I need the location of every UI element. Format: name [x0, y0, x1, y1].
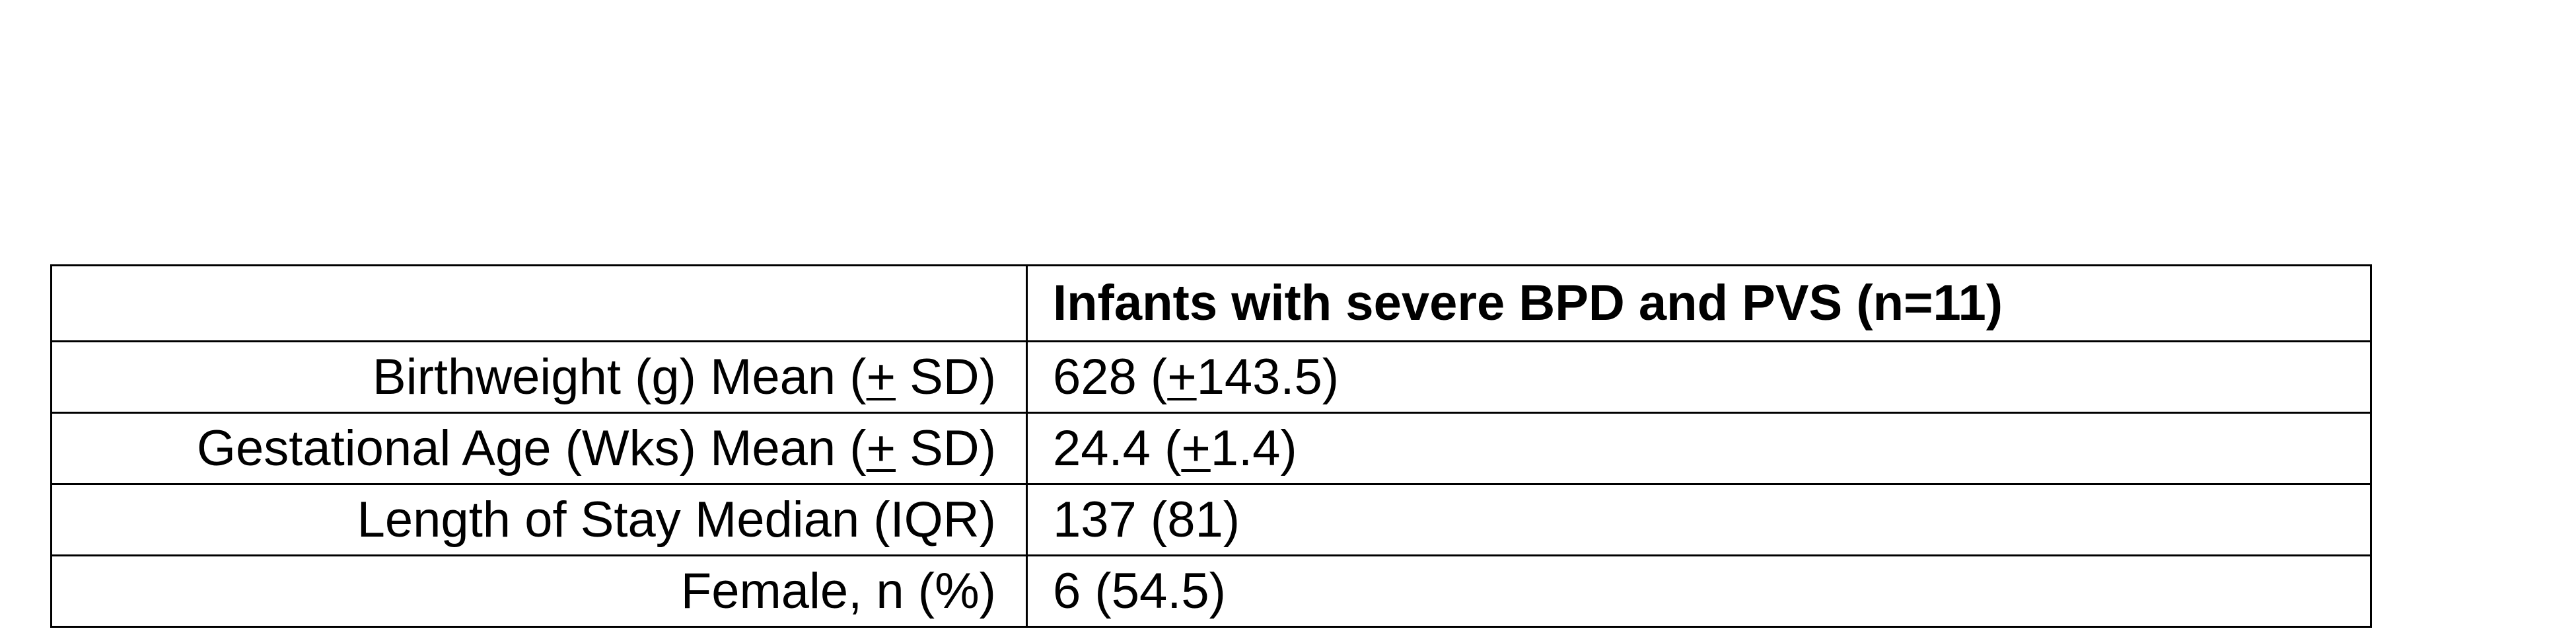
plus-minus-symbol: + [866, 348, 896, 405]
table-header-row: Infants with severe BPD and PVS (n=11) [50, 264, 2372, 342]
row-value: 137 (81) [1026, 483, 2372, 556]
row-value: 6 (54.5) [1026, 554, 2372, 628]
label-text: SD) [896, 348, 996, 405]
header-value-cell: Infants with severe BPD and PVS (n=11) [1026, 264, 2372, 342]
row-value: 24.4 (+1.4) [1026, 412, 2372, 485]
label-text: SD) [896, 420, 996, 476]
value-text: 143.5) [1196, 348, 1340, 405]
table-row-gestational-age: Gestational Age (Wks) Mean (+ SD) 24.4 (… [50, 412, 2372, 485]
row-label: Length of Stay Median (IQR) [50, 483, 1028, 556]
table-row-birthweight: Birthweight (g) Mean (+ SD) 628 (+143.5) [50, 340, 2372, 414]
plus-minus-symbol: + [1167, 348, 1197, 405]
label-text: Gestational Age (Wks) Mean ( [196, 420, 867, 476]
demographics-table: Infants with severe BPD and PVS (n=11) B… [50, 264, 2372, 628]
row-label: Birthweight (g) Mean (+ SD) [50, 340, 1028, 414]
label-text: Birthweight (g) Mean ( [373, 348, 867, 405]
value-text: 628 ( [1053, 348, 1168, 405]
row-value: 628 (+143.5) [1026, 340, 2372, 414]
plus-minus-symbol: + [1181, 420, 1211, 476]
value-text: 1.4) [1210, 420, 1297, 476]
row-label: Gestational Age (Wks) Mean (+ SD) [50, 412, 1028, 485]
value-text: 24.4 ( [1053, 420, 1182, 476]
row-label: Female, n (%) [50, 554, 1028, 628]
table-row-female: Female, n (%) 6 (54.5) [50, 554, 2372, 628]
plus-minus-symbol: + [866, 420, 896, 476]
table-row-length-of-stay: Length of Stay Median (IQR) 137 (81) [50, 483, 2372, 556]
header-label-cell [50, 264, 1028, 342]
